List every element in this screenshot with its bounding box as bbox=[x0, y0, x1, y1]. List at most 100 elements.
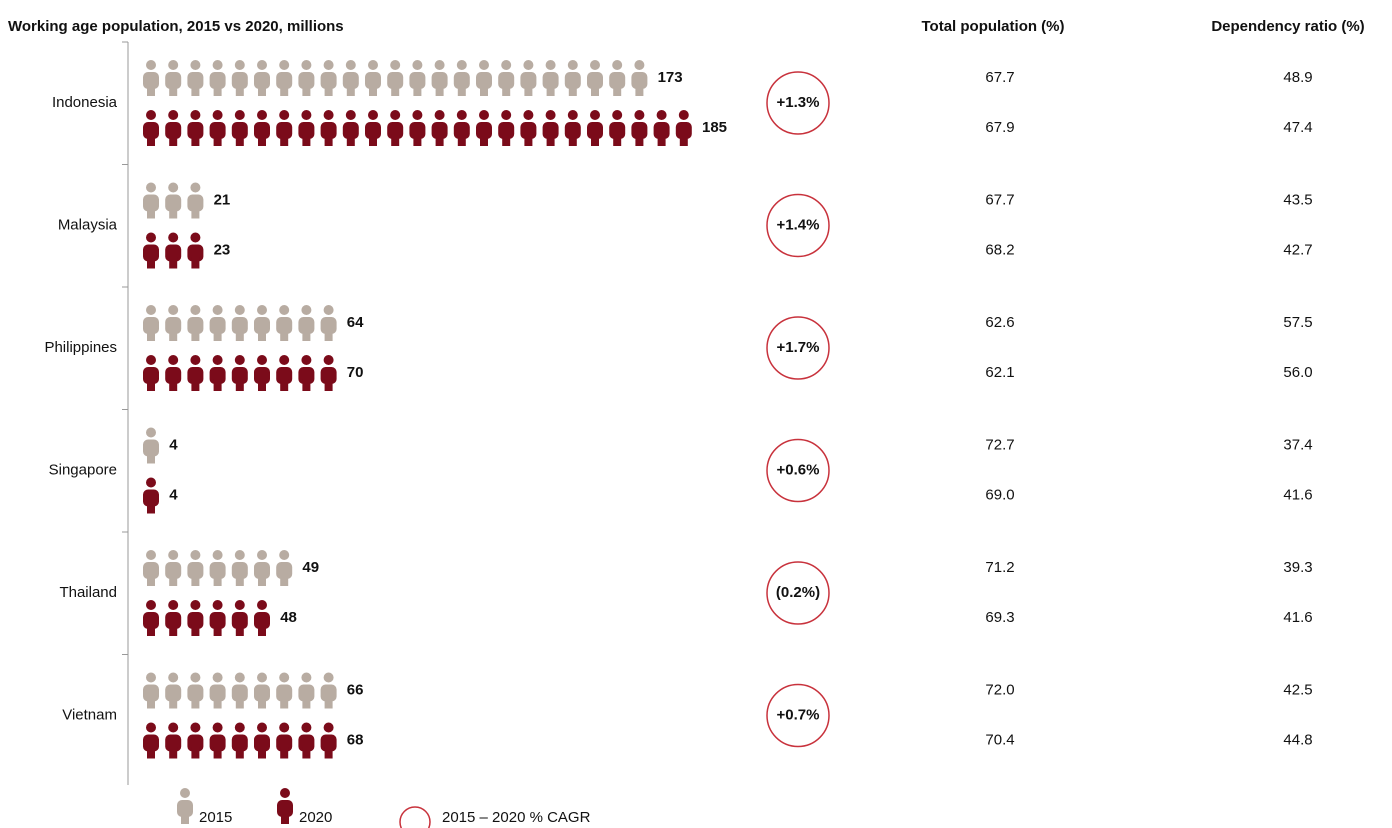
icon-head bbox=[190, 110, 201, 120]
icon-head bbox=[678, 110, 689, 120]
table-cell: 72.7 bbox=[985, 436, 1014, 453]
icon-legs bbox=[147, 501, 155, 514]
icon-head bbox=[279, 355, 290, 365]
table-cell: 67.7 bbox=[985, 69, 1014, 86]
icon-legs bbox=[324, 746, 333, 759]
cagr-label: +0.6% bbox=[777, 461, 820, 478]
icon-head bbox=[146, 672, 156, 683]
icon-head bbox=[190, 182, 201, 193]
icon-legs bbox=[524, 134, 533, 146]
table-cell: 39.3 bbox=[1283, 559, 1312, 576]
icon-legs bbox=[191, 329, 200, 341]
icon-legs bbox=[524, 84, 533, 96]
cagr-circle bbox=[766, 193, 830, 258]
table-cell: 43.5 bbox=[1283, 191, 1312, 208]
icon-legs bbox=[591, 84, 599, 96]
icon-head bbox=[146, 110, 156, 120]
table-cell: 67.7 bbox=[985, 191, 1014, 208]
icon-legs bbox=[413, 84, 422, 96]
icon-legs bbox=[435, 134, 444, 146]
icon-head bbox=[180, 788, 190, 798]
icon-legs bbox=[191, 574, 200, 586]
icon-head bbox=[234, 110, 245, 120]
icon-head bbox=[545, 110, 556, 120]
icon-legs bbox=[147, 746, 155, 759]
icon-head bbox=[634, 110, 645, 120]
icon-legs bbox=[169, 256, 178, 269]
table-cell: 56.0 bbox=[1283, 364, 1312, 381]
icon-legs bbox=[147, 206, 155, 219]
value-label: 4 bbox=[169, 486, 178, 503]
icon-head bbox=[323, 305, 334, 315]
cagr-circle bbox=[766, 71, 830, 135]
cagr-label: +1.3% bbox=[777, 94, 820, 111]
icon-head bbox=[456, 60, 467, 70]
icon-head bbox=[190, 305, 201, 315]
icon-head bbox=[168, 182, 179, 193]
cagr-circle bbox=[766, 683, 830, 748]
category-label: Singapore bbox=[49, 461, 117, 478]
icon-head bbox=[212, 110, 223, 120]
icon-head bbox=[168, 60, 179, 70]
icon-legs bbox=[169, 574, 178, 586]
icon-legs bbox=[591, 134, 599, 146]
table-cell: 72.0 bbox=[985, 681, 1014, 698]
icon-head bbox=[567, 60, 578, 70]
icon-legs bbox=[613, 84, 622, 96]
icon-legs bbox=[435, 84, 444, 96]
icon-head bbox=[279, 60, 290, 70]
table-cell: 42.5 bbox=[1283, 681, 1312, 698]
icon-legs bbox=[258, 624, 266, 636]
icon-head bbox=[301, 672, 312, 683]
icon-legs bbox=[191, 624, 200, 636]
icon-head bbox=[234, 672, 245, 683]
icon-legs bbox=[213, 84, 222, 96]
icon-head bbox=[590, 110, 600, 120]
table-cell: 42.7 bbox=[1283, 241, 1312, 258]
icon-legs bbox=[213, 134, 222, 146]
pictogram-bar bbox=[143, 600, 270, 636]
icon-legs bbox=[213, 574, 222, 586]
icon-legs bbox=[191, 134, 200, 146]
icon-head bbox=[323, 60, 334, 70]
icon-head bbox=[190, 672, 201, 683]
pictogram-bar bbox=[143, 722, 337, 759]
value-label: 23 bbox=[214, 241, 231, 258]
icon-legs bbox=[346, 134, 355, 146]
icon-head bbox=[545, 60, 556, 70]
table-cell: 48.9 bbox=[1283, 69, 1312, 86]
icon-legs bbox=[147, 574, 155, 586]
icon-head bbox=[501, 110, 512, 120]
icon-head bbox=[390, 60, 401, 70]
table-cell: 67.9 bbox=[985, 119, 1014, 136]
icon-head bbox=[234, 600, 245, 610]
cagr-label: +1.4% bbox=[777, 216, 820, 233]
icon-legs bbox=[147, 379, 155, 391]
legend-label: 2020 bbox=[299, 809, 332, 826]
icon-head bbox=[279, 550, 290, 560]
value-label: 64 bbox=[347, 314, 364, 331]
icon-head bbox=[190, 232, 201, 243]
icon-legs bbox=[346, 84, 355, 96]
icon-legs bbox=[213, 696, 222, 709]
legend-circle bbox=[399, 806, 431, 828]
icon-legs bbox=[302, 134, 311, 146]
icon-legs bbox=[169, 329, 178, 341]
icon-legs bbox=[302, 329, 311, 341]
icon-head bbox=[301, 110, 312, 120]
icon-legs bbox=[258, 134, 266, 146]
icon-head bbox=[501, 60, 512, 70]
icon-head bbox=[390, 110, 401, 120]
icon-head bbox=[634, 60, 645, 70]
icon-head bbox=[168, 672, 179, 683]
icon-head bbox=[168, 110, 179, 120]
icon-legs bbox=[258, 696, 266, 709]
icon-head bbox=[323, 110, 334, 120]
icon-head bbox=[257, 722, 267, 733]
icon-head bbox=[212, 600, 223, 610]
icon-legs bbox=[457, 84, 466, 96]
icon-legs bbox=[280, 574, 289, 586]
icon-head bbox=[168, 305, 179, 315]
value-label: 185 bbox=[702, 119, 727, 136]
